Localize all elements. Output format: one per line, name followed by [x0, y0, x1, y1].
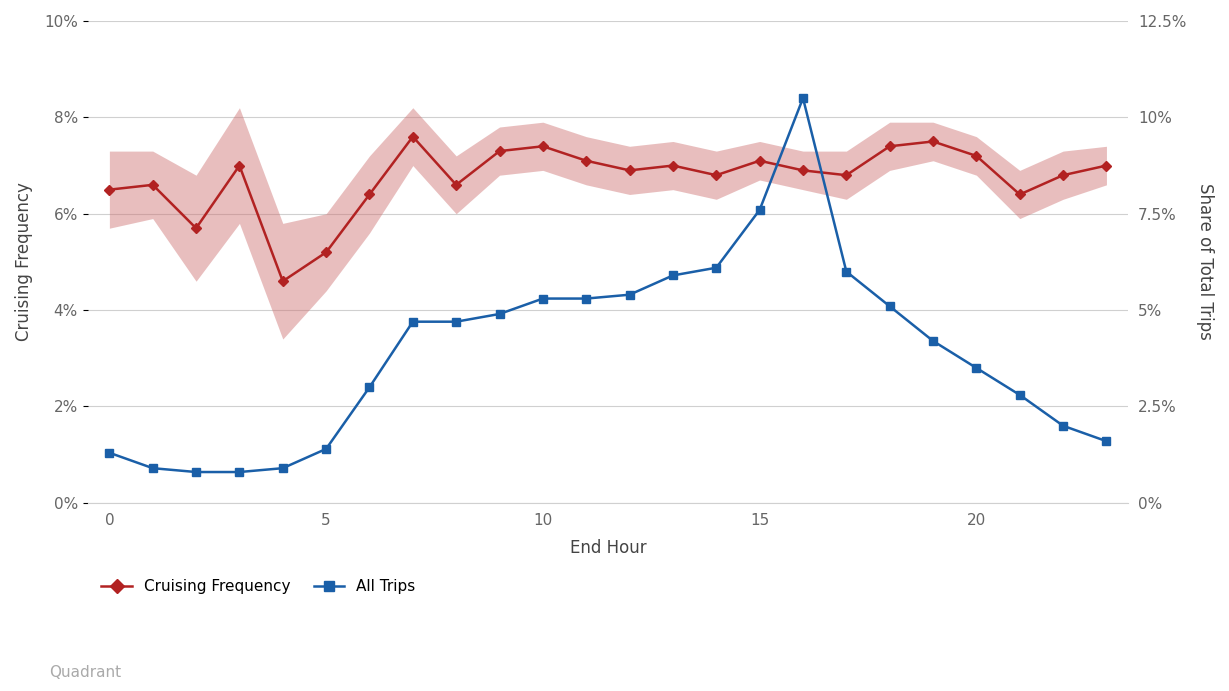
Text: Quadrant: Quadrant — [49, 665, 122, 680]
X-axis label: End Hour: End Hour — [569, 539, 646, 557]
Legend: Cruising Frequency, All Trips: Cruising Frequency, All Trips — [96, 573, 422, 600]
Y-axis label: Share of Total Trips: Share of Total Trips — [1196, 184, 1214, 341]
Y-axis label: Cruising Frequency: Cruising Frequency — [15, 182, 33, 341]
